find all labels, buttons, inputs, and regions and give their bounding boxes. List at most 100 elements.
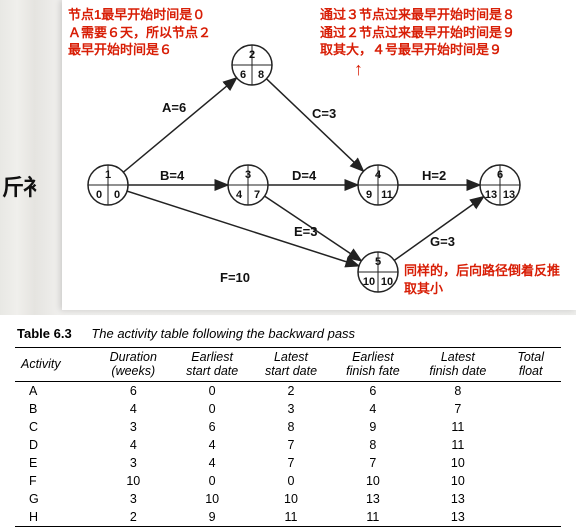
col-header: Totalfloat	[500, 348, 561, 382]
table-cell	[500, 490, 561, 508]
edge-label: C=3	[312, 106, 336, 121]
table-cell: 3	[252, 400, 331, 418]
table-cell: 8	[252, 418, 331, 436]
table-cell: 11	[330, 508, 415, 527]
svg-text:10: 10	[363, 276, 375, 288]
edge-label: F=10	[220, 270, 250, 285]
table-cell: 3	[94, 454, 173, 472]
svg-text:11: 11	[381, 189, 393, 201]
anno-midright: 同样的，后向路径倒着反推 取其小	[404, 262, 560, 297]
network-node: 613 13	[480, 165, 520, 205]
svg-text:7: 7	[254, 189, 260, 201]
svg-text:4: 4	[375, 169, 382, 181]
table-row: F10001010	[15, 472, 561, 490]
table-row: B40347	[15, 400, 561, 418]
anno-line: 取其小	[404, 280, 560, 298]
diagram-area: 10026834749115101061313 节点1最早开始时间是０ Ａ需要６…	[0, 0, 576, 315]
table-caption: Table 6.3 The activity table following t…	[17, 326, 561, 341]
svg-text:4: 4	[236, 189, 243, 201]
table-cell: 10	[173, 490, 252, 508]
svg-text:9: 9	[366, 189, 372, 201]
table-cell: 10	[330, 472, 415, 490]
col-header: Activity	[15, 348, 94, 382]
table-cell: 8	[415, 381, 500, 400]
table-cell: 13	[330, 490, 415, 508]
edge-label: A=6	[162, 100, 186, 115]
svg-text:0: 0	[96, 189, 102, 201]
table-cell: 6	[330, 381, 415, 400]
svg-text:0: 0	[114, 189, 120, 201]
network-node: 49 11	[358, 165, 398, 205]
table-cell: G	[15, 490, 94, 508]
table-cell: 4	[173, 454, 252, 472]
anno-line: Ａ需要６天，所以节点２	[68, 24, 211, 42]
table-cell	[500, 418, 561, 436]
edge-label: B=4	[160, 168, 184, 183]
edge-label: E=3	[294, 224, 318, 239]
table-cell: 10	[252, 490, 331, 508]
table-cell	[500, 400, 561, 418]
table-cell: 2	[94, 508, 173, 527]
anno-topleft: 节点1最早开始时间是０ Ａ需要６天，所以节点２ 最早开始时间是６	[68, 6, 211, 59]
col-header: Earliestfinish fate	[330, 348, 415, 382]
anno-line: 取其大，４号最早开始时间是９	[320, 41, 515, 59]
edge-label: H=2	[422, 168, 446, 183]
activity-table: ActivityDuration(weeks)Earlieststart dat…	[15, 347, 561, 527]
table-row: G310101313	[15, 490, 561, 508]
table-cell: 7	[415, 400, 500, 418]
table-cell: 10	[415, 454, 500, 472]
table-cell: 0	[173, 381, 252, 400]
col-header: Earlieststart date	[173, 348, 252, 382]
table-cell: 13	[415, 508, 500, 527]
table-cell: 11	[415, 436, 500, 454]
table-cell	[500, 436, 561, 454]
table-cell	[500, 508, 561, 527]
svg-text:5: 5	[375, 256, 381, 268]
table-cell: 0	[173, 472, 252, 490]
col-header: Lateststart date	[252, 348, 331, 382]
anno-topright: 通过３节点过来最早开始时间是８ 通过２节点过来最早开始时间是９ 取其大，４号最早…	[320, 6, 515, 59]
table-cell: 10	[415, 472, 500, 490]
edge-label: G=3	[430, 234, 455, 249]
svg-text:3: 3	[245, 169, 251, 181]
svg-text:1: 1	[105, 169, 111, 181]
anno-line: 通过３节点过来最早开始时间是８	[320, 6, 515, 24]
table-cell: 0	[173, 400, 252, 418]
table-row: H29111113	[15, 508, 561, 527]
network-node: 347	[228, 165, 268, 205]
col-header: Duration(weeks)	[94, 348, 173, 382]
svg-text:6: 6	[240, 69, 246, 81]
network-node: 100	[88, 165, 128, 205]
table-cell: 11	[415, 418, 500, 436]
svg-text:13: 13	[503, 189, 515, 201]
edge-label: D=4	[292, 168, 316, 183]
table-cell: 4	[94, 400, 173, 418]
table-cell: 3	[94, 418, 173, 436]
table-cell: 4	[94, 436, 173, 454]
svg-text:2: 2	[249, 49, 255, 61]
network-node: 268	[232, 45, 272, 85]
table-cell: 3	[94, 490, 173, 508]
svg-text:8: 8	[258, 69, 264, 81]
table-cell: 11	[252, 508, 331, 527]
table-cell: 8	[330, 436, 415, 454]
table-cell: 4	[173, 436, 252, 454]
table-cell	[500, 472, 561, 490]
network-node: 510 10	[358, 252, 398, 292]
table-cell: 10	[94, 472, 173, 490]
table-header-row: ActivityDuration(weeks)Earlieststart dat…	[15, 348, 561, 382]
table-cell	[500, 454, 561, 472]
table-cell: 4	[330, 400, 415, 418]
table-cell: A	[15, 381, 94, 400]
table-cell: 0	[252, 472, 331, 490]
svg-text:10: 10	[381, 276, 393, 288]
table-cell: 13	[415, 490, 500, 508]
svg-text:6: 6	[497, 169, 503, 181]
table-cell: 7	[252, 454, 331, 472]
table-row: E347710	[15, 454, 561, 472]
table-cell: C	[15, 418, 94, 436]
svg-text:13: 13	[485, 189, 497, 201]
table-cell: 7	[330, 454, 415, 472]
anno-line: 节点1最早开始时间是０	[68, 6, 211, 24]
table-cell: 7	[252, 436, 331, 454]
